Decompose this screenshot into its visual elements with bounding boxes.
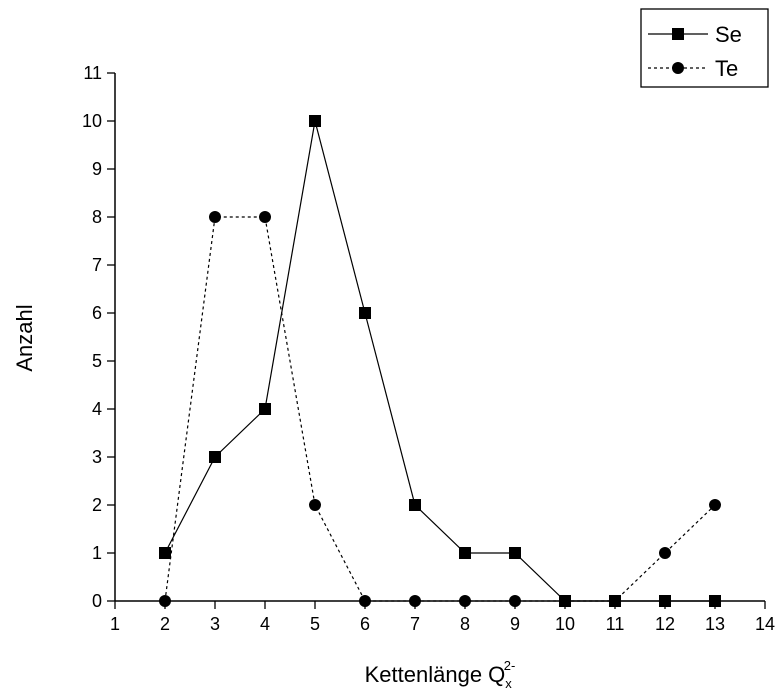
- x-tick-label-2: 2: [160, 614, 170, 634]
- point-te-5: [309, 499, 321, 511]
- y-axis-title: Anzahl: [12, 304, 37, 371]
- x-axis-ticks: 1 2 3 4 5 6 7 8 9 10 11 12 13 14: [110, 601, 775, 634]
- series-se: [159, 115, 721, 607]
- x-tick-label-3: 3: [210, 614, 220, 634]
- point-te-6: [359, 595, 371, 607]
- point-te-7: [409, 595, 421, 607]
- y-tick-label-8: 8: [92, 207, 102, 227]
- x-axis-title-sup: 2-: [504, 658, 516, 673]
- y-tick-label-0: 0: [92, 591, 102, 611]
- point-se-6: [359, 307, 371, 319]
- y-tick-label-10: 10: [82, 111, 102, 131]
- point-se-7: [409, 499, 421, 511]
- x-axis-title-main: Kettenlänge Q: [365, 662, 506, 687]
- point-te-9: [509, 595, 521, 607]
- point-se-2: [159, 547, 171, 559]
- point-te-11: [609, 595, 621, 607]
- x-tick-label-7: 7: [410, 614, 420, 634]
- series-te: [159, 211, 721, 607]
- x-tick-label-14: 14: [755, 614, 775, 634]
- y-tick-label-1: 1: [92, 543, 102, 563]
- x-tick-label-5: 5: [310, 614, 320, 634]
- point-te-13: [709, 499, 721, 511]
- legend-label-se: Se: [715, 22, 742, 47]
- point-se-9: [509, 547, 521, 559]
- legend: Se Te: [640, 8, 769, 88]
- point-se-13: [709, 595, 721, 607]
- x-tick-label-8: 8: [460, 614, 470, 634]
- point-se-4: [259, 403, 271, 415]
- point-te-12: [659, 547, 671, 559]
- point-te-2: [159, 595, 171, 607]
- point-se-3: [209, 451, 221, 463]
- x-tick-label-12: 12: [655, 614, 675, 634]
- y-tick-label-9: 9: [92, 159, 102, 179]
- x-tick-label-9: 9: [510, 614, 520, 634]
- axes: [114, 73, 765, 602]
- y-tick-label-6: 6: [92, 303, 102, 323]
- point-se-5: [309, 115, 321, 127]
- series-layer: [159, 115, 721, 607]
- y-tick-label-4: 4: [92, 399, 102, 419]
- y-tick-label-5: 5: [92, 351, 102, 371]
- point-te-10: [559, 595, 571, 607]
- x-tick-label-4: 4: [260, 614, 270, 634]
- legend-marker-te: [672, 62, 684, 74]
- point-se-12: [659, 595, 671, 607]
- point-te-8: [459, 595, 471, 607]
- x-tick-label-10: 10: [555, 614, 575, 634]
- x-tick-label-13: 13: [705, 614, 725, 634]
- x-tick-label-1: 1: [110, 614, 120, 634]
- x-axis-title-sub: x: [505, 676, 512, 691]
- x-axis-title: Kettenlänge Qx 2-: [365, 658, 516, 691]
- series-line-te: [164, 216, 716, 602]
- y-tick-label-3: 3: [92, 447, 102, 467]
- point-te-4: [259, 211, 271, 223]
- legend-box: [640, 8, 769, 88]
- legend-label-te: Te: [715, 56, 738, 81]
- x-tick-label-11: 11: [606, 614, 625, 634]
- y-tick-label-7: 7: [92, 255, 102, 275]
- y-tick-label-2: 2: [92, 495, 102, 515]
- legend-marker-se: [672, 28, 684, 40]
- y-axis-ticks: 0 1 2 3 4 5 6 7 8 9 10 11: [82, 63, 115, 611]
- point-te-3: [209, 211, 221, 223]
- point-se-8: [459, 547, 471, 559]
- x-tick-label-6: 6: [360, 614, 370, 634]
- y-tick-label-11: 11: [83, 63, 102, 83]
- series-line-se: [164, 120, 715, 602]
